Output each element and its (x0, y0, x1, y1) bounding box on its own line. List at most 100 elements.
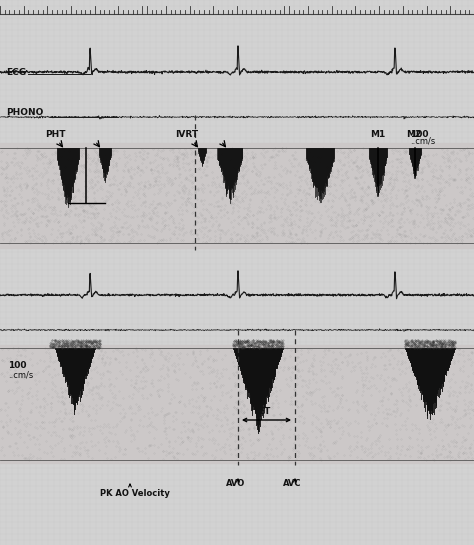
Point (450, 404, 458, 413)
Point (414, 336, 422, 345)
Point (224, 214, 231, 222)
Point (173, 350, 181, 359)
Point (204, 408, 212, 416)
Point (444, 232, 451, 241)
Point (206, 188, 214, 197)
Point (451, 417, 458, 426)
Point (248, 382, 256, 390)
Point (52, 414, 60, 423)
Point (55, 194, 63, 203)
Point (445, 341, 453, 349)
Point (358, 226, 366, 234)
Point (338, 160, 346, 169)
Point (435, 440, 442, 449)
Point (449, 340, 457, 348)
Point (328, 163, 335, 172)
Point (462, 165, 470, 174)
Point (129, 390, 137, 398)
Point (166, 447, 174, 456)
Point (122, 211, 130, 220)
Point (415, 342, 422, 350)
Point (55, 341, 63, 350)
Point (114, 401, 122, 409)
Point (199, 397, 207, 405)
Point (368, 360, 376, 368)
Point (388, 170, 395, 179)
Point (50, 203, 58, 211)
Point (190, 347, 197, 355)
Point (447, 338, 455, 347)
Point (201, 216, 209, 225)
Point (118, 370, 126, 379)
Point (264, 343, 272, 352)
Point (263, 233, 270, 241)
Point (177, 428, 184, 437)
Point (376, 374, 383, 383)
Point (83, 149, 91, 158)
Point (329, 356, 337, 365)
Point (237, 343, 245, 352)
Point (18, 158, 25, 166)
Point (369, 210, 376, 219)
Point (182, 368, 189, 377)
Point (199, 435, 206, 444)
Point (26, 387, 33, 396)
Point (103, 401, 110, 409)
Point (276, 179, 284, 188)
Point (255, 167, 262, 175)
Point (37, 217, 45, 226)
Point (456, 155, 463, 163)
Point (254, 342, 261, 351)
Point (352, 174, 360, 183)
Point (104, 435, 112, 444)
Point (55, 355, 62, 364)
Point (436, 187, 444, 196)
Point (61, 340, 68, 349)
Point (243, 405, 251, 414)
Point (34, 199, 42, 208)
Point (222, 227, 230, 236)
Point (175, 148, 182, 156)
Point (404, 344, 412, 353)
Text: PHONO: PHONO (6, 108, 44, 117)
Point (171, 452, 178, 461)
Point (410, 217, 418, 226)
Point (420, 342, 428, 351)
Point (162, 354, 169, 363)
Point (9, 344, 17, 353)
Point (26, 167, 33, 175)
Point (3, 367, 10, 376)
Point (107, 191, 114, 200)
Point (133, 385, 140, 394)
Point (71, 442, 79, 451)
Point (144, 149, 151, 158)
Point (446, 161, 453, 170)
Point (58, 166, 65, 175)
Point (54, 340, 61, 349)
Point (133, 162, 140, 171)
Point (357, 215, 365, 223)
Point (37, 211, 45, 220)
Point (92, 389, 100, 397)
Point (117, 178, 124, 187)
Point (399, 391, 406, 399)
Point (147, 215, 155, 224)
Point (282, 237, 290, 246)
Point (294, 221, 301, 230)
Point (53, 391, 60, 400)
Point (303, 389, 311, 398)
Point (250, 159, 257, 168)
Point (219, 391, 226, 399)
Point (428, 377, 436, 385)
Point (140, 180, 148, 189)
Point (240, 401, 248, 409)
Point (155, 185, 163, 194)
Point (62, 340, 70, 348)
Point (170, 157, 177, 166)
Point (212, 421, 220, 430)
Point (359, 167, 366, 175)
Point (236, 336, 244, 345)
Point (122, 409, 129, 417)
Point (26, 420, 34, 429)
Point (77, 237, 85, 245)
